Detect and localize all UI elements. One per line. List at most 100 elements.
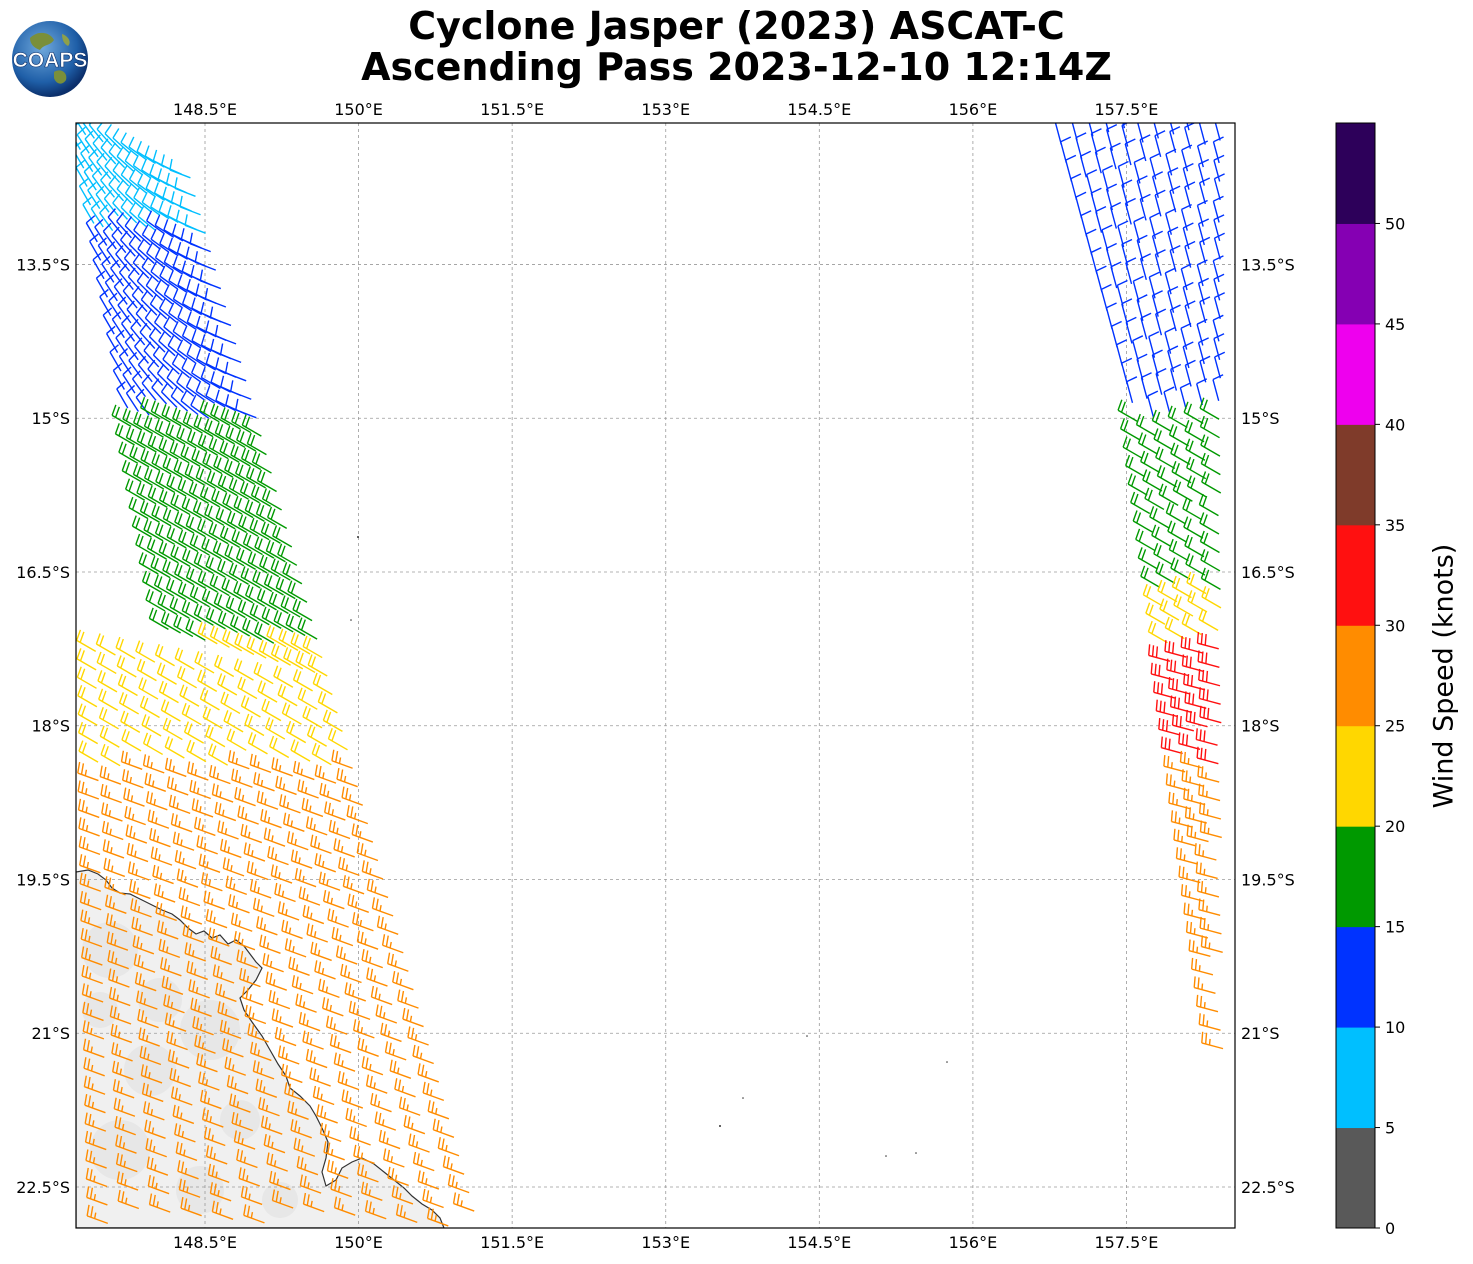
wind-barb bbox=[1175, 847, 1198, 865]
wind-barb bbox=[120, 165, 139, 191]
wind-barb bbox=[112, 193, 128, 220]
lat-tick-right: 21°S bbox=[1241, 1024, 1280, 1043]
wind-barb bbox=[1196, 259, 1208, 287]
wind-barb bbox=[341, 1089, 364, 1109]
wind-barb bbox=[1186, 824, 1209, 843]
wind-barb bbox=[1100, 283, 1112, 311]
wind-barb bbox=[205, 908, 228, 929]
wind-barb bbox=[412, 1044, 434, 1065]
wind-barb bbox=[306, 724, 327, 747]
wind-barb bbox=[138, 1027, 160, 1047]
wind-barb bbox=[1075, 191, 1087, 219]
wind-barb bbox=[1163, 754, 1186, 773]
wind-barb bbox=[208, 522, 229, 545]
wind-barb bbox=[158, 540, 179, 564]
wind-barb bbox=[169, 1067, 191, 1088]
wind-barb bbox=[378, 1129, 401, 1150]
terrain-patch bbox=[138, 978, 182, 1022]
wind-barb bbox=[115, 1134, 137, 1154]
wind-barb bbox=[292, 760, 315, 781]
wind-barb bbox=[155, 901, 177, 922]
wind-barb bbox=[176, 426, 197, 449]
wind-barb bbox=[147, 485, 168, 508]
wind-barb bbox=[222, 492, 243, 515]
terrain-patch bbox=[82, 922, 138, 978]
wind-barb bbox=[437, 1137, 460, 1157]
wind-barb bbox=[185, 566, 206, 589]
wind-barb bbox=[80, 946, 103, 966]
wind-barb bbox=[121, 729, 142, 752]
wind-barb bbox=[1183, 787, 1206, 806]
wind-barb bbox=[236, 949, 258, 969]
wind-barb bbox=[189, 533, 210, 556]
wind-barb bbox=[166, 776, 189, 796]
wind-barb bbox=[210, 945, 232, 966]
wind-barb bbox=[1124, 454, 1146, 478]
wind-barb bbox=[153, 574, 174, 597]
wind-barb bbox=[120, 710, 141, 733]
wind-barb bbox=[181, 599, 202, 623]
wind-barb bbox=[1181, 144, 1193, 172]
wind-barb bbox=[1124, 197, 1136, 225]
wind-barb bbox=[194, 251, 217, 271]
wind-barb bbox=[121, 314, 136, 342]
colorbar-frame bbox=[1335, 122, 1376, 1229]
wind-barb bbox=[231, 768, 253, 788]
wind-barb bbox=[128, 169, 148, 194]
wind-barb bbox=[333, 1052, 356, 1072]
wind-barb bbox=[1184, 534, 1205, 558]
wind-barb bbox=[154, 214, 175, 238]
terrain-patch bbox=[176, 1166, 224, 1214]
wind-barb bbox=[1155, 561, 1176, 584]
wind-barb bbox=[417, 1063, 439, 1083]
wind-barb bbox=[252, 1060, 275, 1080]
wind-barb bbox=[125, 426, 146, 450]
wind-barb bbox=[121, 769, 144, 789]
wind-barb bbox=[1201, 586, 1222, 609]
wind-barb bbox=[192, 1016, 214, 1036]
wind-barb bbox=[1095, 265, 1107, 293]
wind-barb bbox=[132, 253, 150, 279]
wind-barb bbox=[337, 1070, 360, 1091]
wind-barb bbox=[251, 451, 272, 474]
wind-barb bbox=[1213, 333, 1225, 360]
wind-barb bbox=[214, 324, 237, 345]
wind-barb bbox=[181, 325, 202, 349]
wind-barb bbox=[158, 298, 178, 323]
coaps-logo: COAPS bbox=[12, 21, 88, 97]
wind-barb bbox=[1110, 320, 1122, 348]
wind-barb bbox=[219, 838, 242, 859]
wind-barb bbox=[325, 1015, 348, 1035]
wind-barb bbox=[237, 599, 258, 622]
wind-barb bbox=[318, 978, 340, 999]
wind-barb bbox=[185, 514, 206, 538]
wind-barb bbox=[154, 279, 173, 305]
wind-barb bbox=[380, 1022, 402, 1043]
wind-barb bbox=[422, 1188, 444, 1209]
wind-barb bbox=[180, 390, 199, 416]
wind-barb bbox=[361, 860, 384, 880]
wind-barb bbox=[118, 441, 139, 464]
wind-barb bbox=[186, 343, 206, 368]
colorbar-segment bbox=[1336, 725, 1375, 827]
wind-barb bbox=[1200, 434, 1221, 457]
wind-barb bbox=[99, 725, 120, 748]
islands bbox=[350, 536, 948, 1157]
wind-barb bbox=[277, 543, 298, 566]
wind-barb bbox=[164, 1012, 187, 1032]
lat-tick-left: 19.5°S bbox=[16, 870, 70, 889]
wind-barb bbox=[1140, 450, 1161, 474]
wind-barb bbox=[284, 1082, 306, 1102]
wind-barb bbox=[295, 650, 316, 674]
wind-barb bbox=[266, 506, 288, 530]
terrain-patch bbox=[124, 1044, 176, 1096]
wind-barb bbox=[118, 263, 134, 291]
wind-barb bbox=[217, 673, 238, 696]
wind-barb bbox=[124, 183, 143, 209]
wind-barb bbox=[125, 824, 148, 844]
wind-barb bbox=[152, 864, 174, 885]
wind-barb bbox=[191, 329, 212, 353]
wind-barb bbox=[160, 699, 181, 722]
wind-barb bbox=[432, 1118, 455, 1138]
wind-barb bbox=[266, 625, 287, 648]
